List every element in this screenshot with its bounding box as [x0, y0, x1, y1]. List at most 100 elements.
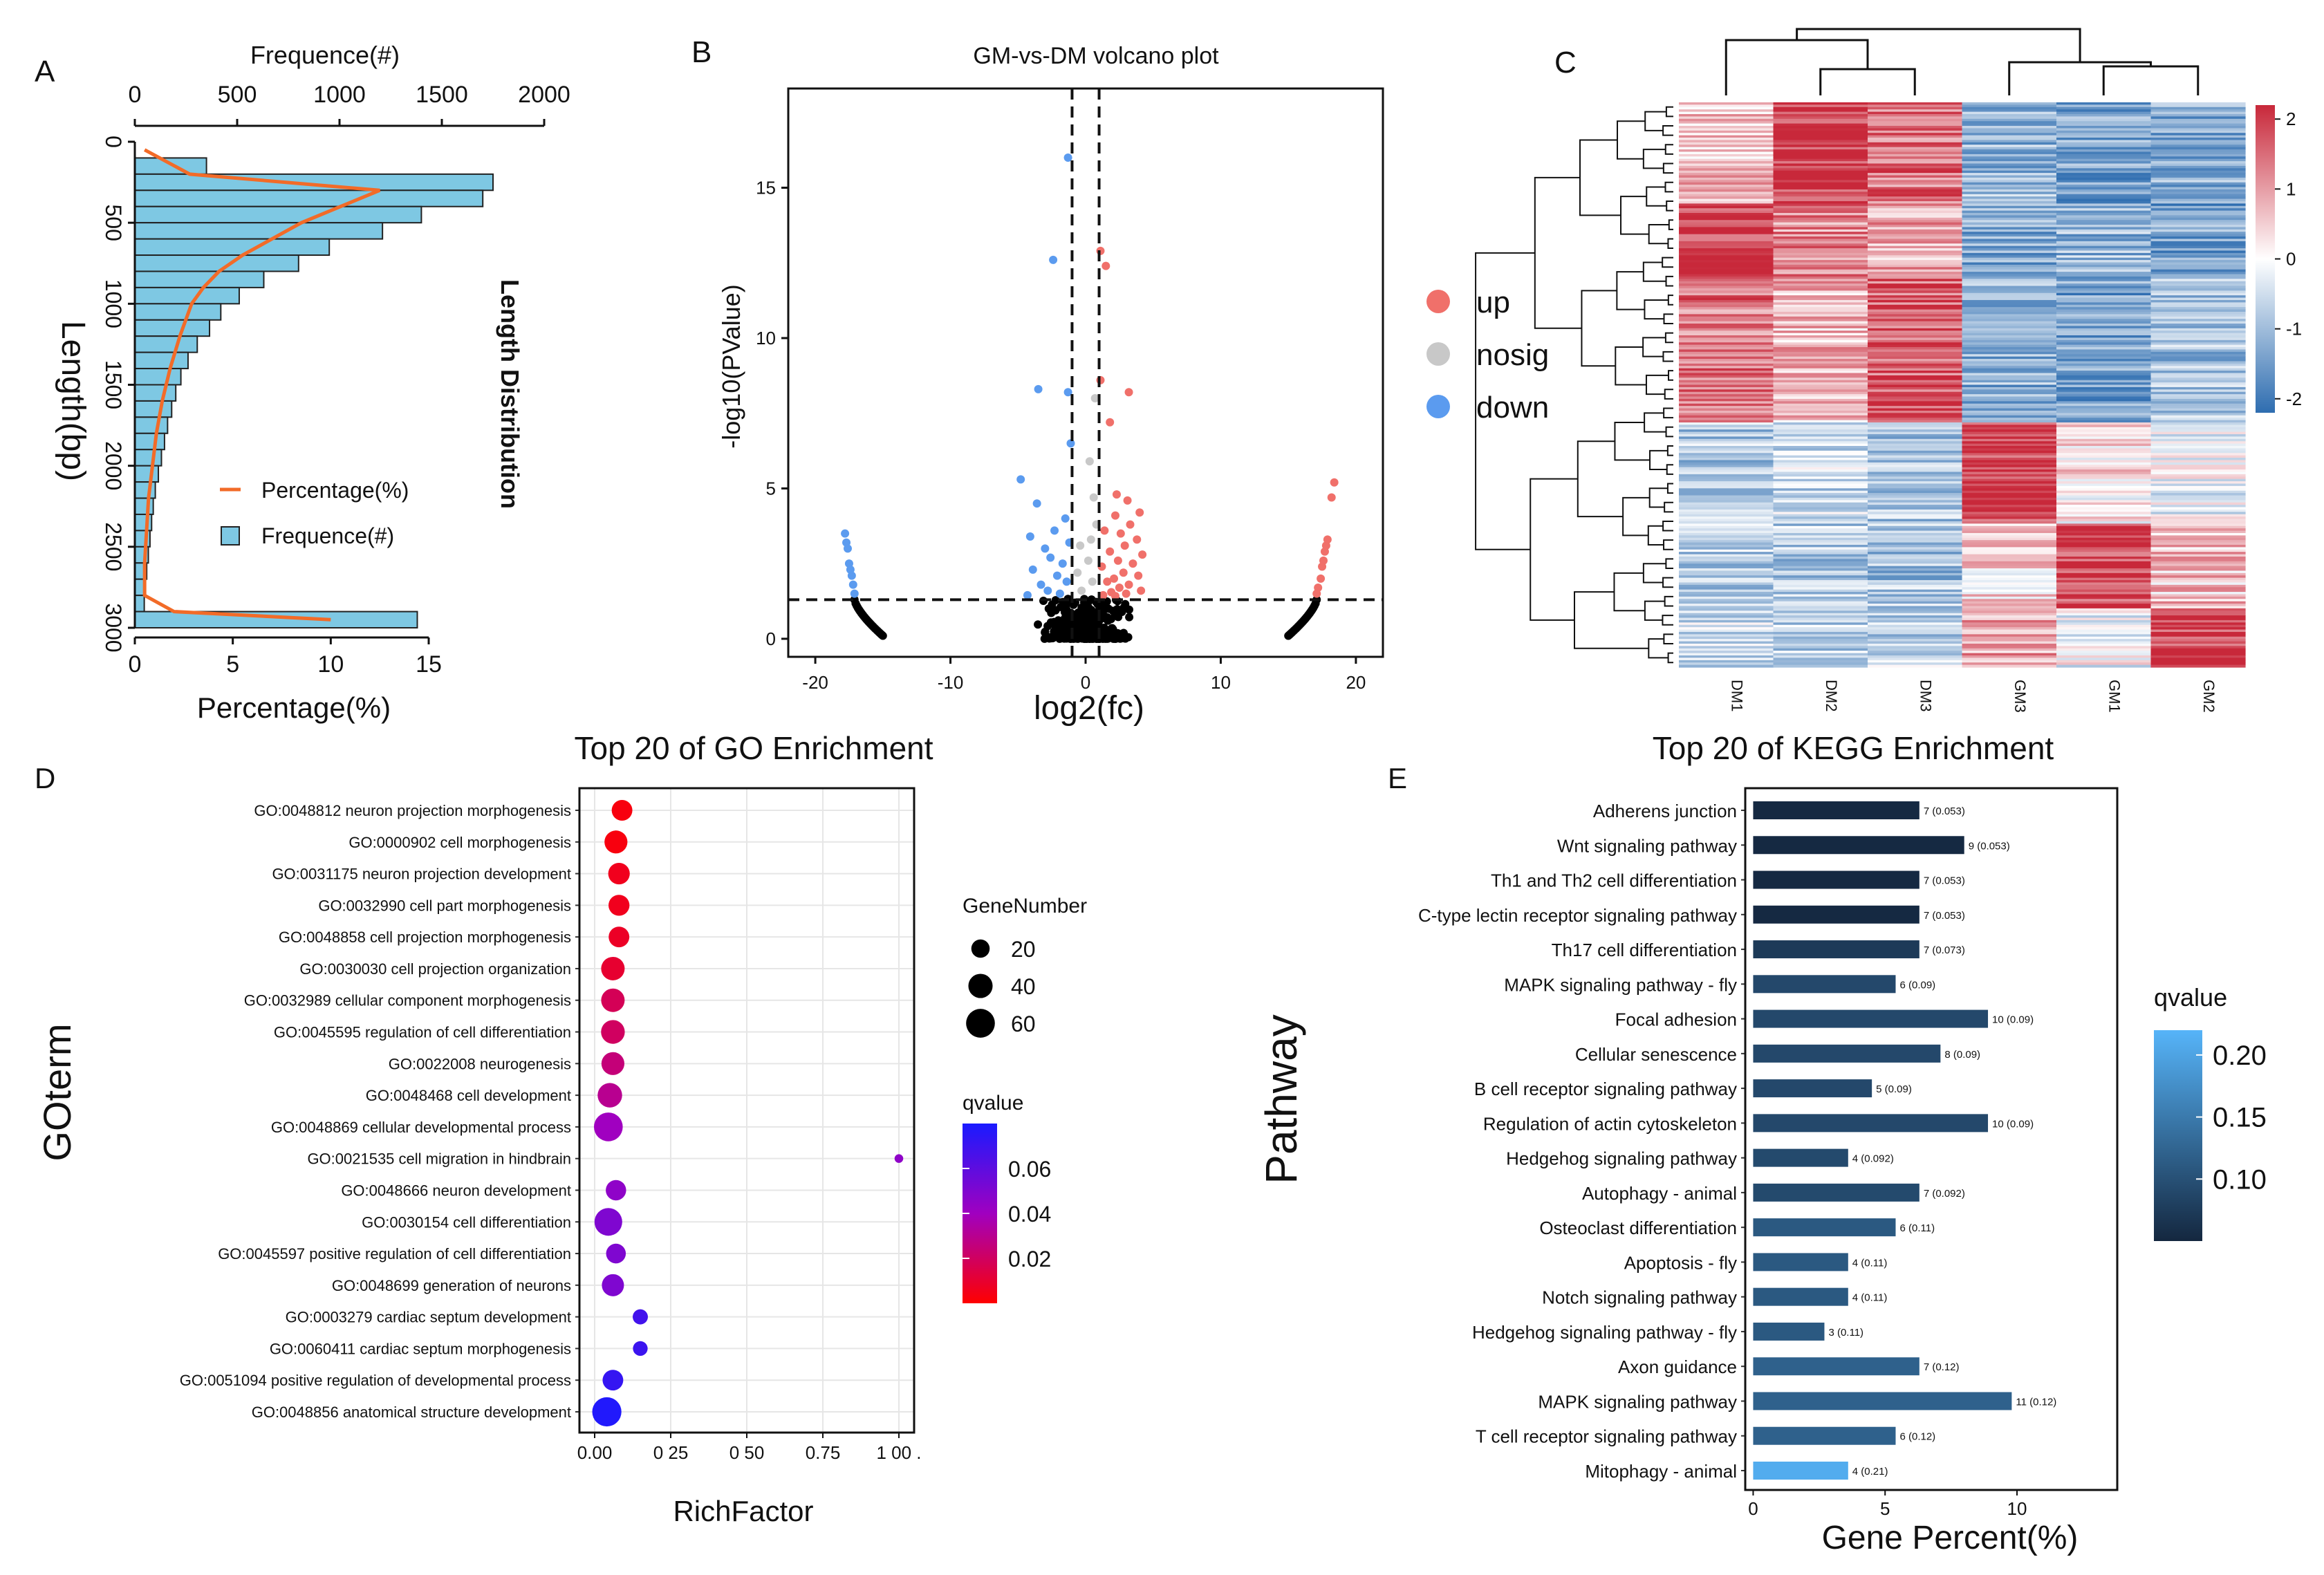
heatmap-cell: [1679, 554, 1774, 557]
heatmap-cell: [2150, 664, 2246, 668]
heatmap-cell: [1679, 431, 1774, 435]
heatmap-cell: [1962, 187, 2057, 190]
heatmap-cell: [2150, 316, 2246, 319]
heatmap-cell: [1773, 177, 1868, 180]
go-term-label: GO:0021535 cell migration in hindbrain: [307, 1150, 571, 1168]
heatmap-cell: [1773, 596, 1868, 599]
heatmap-cell: [2056, 192, 2152, 195]
volcano-point-up: [1135, 508, 1144, 517]
pathway-bar: [1753, 1079, 1872, 1098]
heatmap-cell: [2056, 368, 2152, 371]
heatmap-cell: [2056, 212, 2152, 216]
heatmap-cell: [1962, 611, 2057, 614]
heatmap-cell: [1773, 267, 1868, 270]
heatmap-cell: [1679, 619, 1774, 623]
heatmap-cell: [1679, 488, 1774, 492]
heatmap-cell: [1868, 601, 1963, 604]
heatmap-cell: [1962, 222, 2057, 225]
heatmap-cell: [2150, 502, 2246, 505]
heatmap-cell: [1679, 196, 1774, 200]
volcano-point-up: [1137, 586, 1146, 595]
heatmap-cell: [1679, 443, 1774, 447]
heatmap-cell: [1962, 572, 2057, 576]
heatmap-cell: [2056, 262, 2152, 265]
volcano-point-down: [1028, 565, 1037, 574]
go-term-dot: [604, 830, 628, 854]
heatmap-cell: [1679, 438, 1774, 442]
pathway-bar-label: 6 (0.09): [1899, 979, 1935, 991]
heatmap-cell: [1962, 540, 2057, 543]
heatmap-cell: [1679, 629, 1774, 633]
heatmap-cell: [1679, 535, 1774, 539]
heatmap-cell: [1868, 215, 1963, 218]
heatmap-cell: [2150, 389, 2246, 393]
pathway-bar-label: 11 (0.12): [2016, 1396, 2056, 1408]
heatmap-cell: [2056, 646, 2152, 649]
volcano-point-ns: [1087, 595, 1096, 604]
heatmap-cell: [1773, 173, 1868, 176]
length-bar-20: [134, 481, 156, 499]
heatmap-cell: [1868, 624, 1963, 628]
heatmap-cell: [2150, 257, 2246, 261]
heatmap-cell: [2056, 114, 2152, 118]
heatmap-cell: [1962, 371, 2057, 374]
heatmap-cell: [2150, 133, 2246, 136]
volcano-point-down: [1055, 589, 1064, 598]
heatmap-cell: [2150, 335, 2246, 339]
heatmap-cell: [1773, 557, 1868, 560]
heatmap-cell: [1773, 104, 1868, 108]
heatmap-cell: [1962, 232, 2057, 235]
heatmap-cell: [1679, 398, 1774, 402]
a-y-tick-label: 2500: [101, 522, 126, 571]
heatmap-cell: [1868, 373, 1963, 376]
heatmap-cell: [1679, 140, 1774, 143]
heatmap-cell: [2056, 314, 2152, 317]
pathway-bar-label: 7 (0.053): [1924, 875, 1965, 887]
heatmap-cell: [2056, 380, 2152, 383]
heatmap-cell: [1962, 283, 2057, 287]
heatmap-cell: [2150, 297, 2246, 301]
heatmap-cell: [1868, 495, 1963, 498]
pathway-label: T cell receptor signaling pathway: [1476, 1426, 1737, 1447]
heatmap-cell: [2056, 509, 2152, 512]
length-bar-13: [134, 368, 182, 386]
heatmap-cell: [1962, 269, 2057, 272]
heatmap-cell: [2056, 102, 2152, 106]
heatmap-cell: [2056, 434, 2152, 437]
heatmap-cell: [1679, 500, 1774, 503]
heatmap-cell: [2150, 366, 2246, 369]
heatmap-cell: [1868, 264, 1963, 268]
heatmap-cell: [2056, 161, 2152, 165]
heatmap-cell: [1962, 272, 2057, 275]
heatmap-cell: [2150, 145, 2246, 148]
heatmap-cell: [2150, 523, 2246, 527]
heatmap-cell: [2056, 344, 2152, 348]
heatmap-cell: [1773, 140, 1868, 143]
heatmap-cell: [2150, 575, 2246, 579]
heatmap-cell: [1773, 208, 1868, 212]
heatmap-cell: [1868, 394, 1963, 398]
heatmap-cell: [2056, 304, 2152, 308]
heatmap-cell: [1679, 161, 1774, 165]
go-term-label: GO:0000902 cell morphogenesis: [348, 834, 571, 851]
heatmap-cell: [1868, 557, 1963, 560]
heatmap-cell: [1679, 418, 1774, 421]
volcano-point-down: [1058, 559, 1067, 568]
heatmap-cell: [2056, 309, 2152, 313]
heatmap-cell: [1868, 196, 1963, 200]
panel-a-legend: Percentage(%) Frequence(#): [220, 478, 409, 548]
heatmap-cell: [1679, 304, 1774, 308]
heatmap-cell: [1679, 391, 1774, 395]
go-term-label: GO:0030030 cell projection organization: [299, 960, 571, 978]
heatmap-cell: [1868, 507, 1963, 510]
pathway-bar-label: 7 (0.073): [1924, 944, 1965, 956]
heatmap-cell: [2150, 201, 2246, 204]
heatmap-cell: [1868, 648, 1963, 651]
heatmap-cell: [2056, 403, 2152, 407]
heatmap-cell: [1679, 104, 1774, 108]
heatmap-cell: [1962, 478, 2057, 482]
heatmap-cell: [1773, 145, 1868, 148]
kegg-qvalue-tick-label: 0.15: [2213, 1103, 2267, 1133]
heatmap-cell: [1868, 330, 1963, 334]
volcano-point-up: [1321, 541, 1330, 550]
